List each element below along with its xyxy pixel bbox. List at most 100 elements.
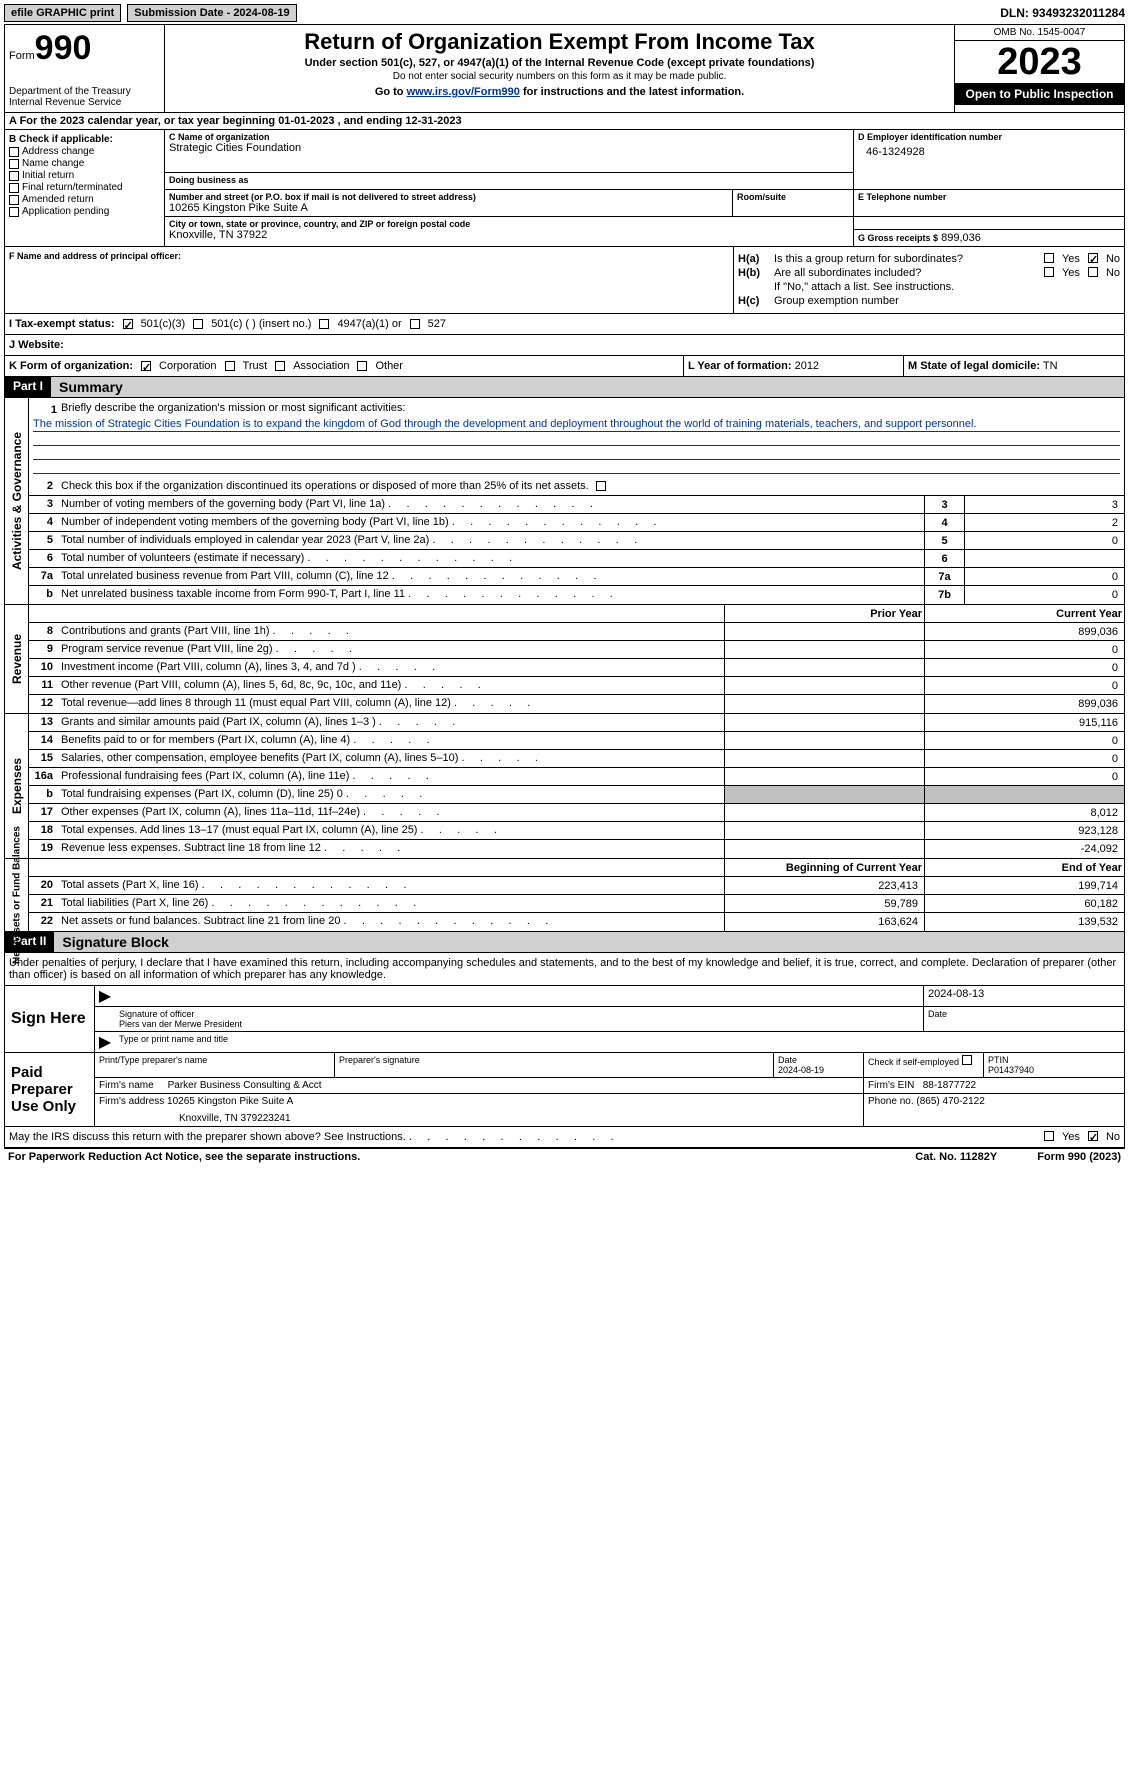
page-footer: For Paperwork Reduction Act Notice, see … bbox=[4, 1148, 1125, 1165]
curr-10: 0 bbox=[924, 659, 1124, 676]
hb-text: Are all subordinates included? bbox=[774, 267, 921, 279]
curr-22: 139,532 bbox=[924, 913, 1124, 931]
check-initial-return[interactable] bbox=[9, 171, 19, 181]
line-16a: Professional fundraising fees (Part IX, … bbox=[57, 768, 724, 785]
curr-15: 0 bbox=[924, 750, 1124, 767]
state-domicile: TN bbox=[1043, 360, 1058, 372]
check-527[interactable] bbox=[410, 319, 420, 329]
gross-receipts: 899,036 bbox=[941, 232, 981, 244]
check-name-change[interactable] bbox=[9, 159, 19, 169]
check-assoc[interactable] bbox=[275, 361, 285, 371]
firm-city: Knoxville, TN 379223241 bbox=[99, 1107, 859, 1124]
efile-button[interactable]: efile GRAPHIC print bbox=[4, 4, 121, 22]
prior-14 bbox=[724, 732, 924, 749]
check-final-return[interactable] bbox=[9, 183, 19, 193]
curr-13: 915,116 bbox=[924, 714, 1124, 731]
prior-17 bbox=[724, 804, 924, 821]
check-501c3[interactable] bbox=[123, 319, 133, 329]
val-6 bbox=[964, 550, 1124, 567]
begin-year-hdr: Beginning of Current Year bbox=[724, 859, 924, 876]
part2-title: Signature Block bbox=[54, 932, 177, 952]
k-label: K Form of organization: bbox=[9, 360, 133, 372]
line-12: Total revenue—add lines 8 through 11 (mu… bbox=[57, 695, 724, 713]
m-label: M State of legal domicile: bbox=[908, 360, 1040, 372]
line-21: Total liabilities (Part X, line 26) bbox=[57, 895, 724, 912]
l-label: L Year of formation: bbox=[688, 360, 792, 372]
signature-block: Under penalties of perjury, I declare th… bbox=[4, 953, 1125, 1148]
prior-8 bbox=[724, 623, 924, 640]
declaration: Under penalties of perjury, I declare th… bbox=[5, 953, 1124, 985]
box-b: 7b bbox=[924, 586, 964, 604]
footer-left: For Paperwork Reduction Act Notice, see … bbox=[8, 1151, 360, 1163]
hc-text: Group exemption number bbox=[774, 295, 899, 307]
prior-b bbox=[724, 786, 924, 803]
check-amended[interactable] bbox=[9, 195, 19, 205]
hb-no[interactable] bbox=[1088, 267, 1098, 277]
form-header: Form990 Department of the Treasury Inter… bbox=[4, 24, 1125, 113]
ha-no[interactable] bbox=[1088, 253, 1098, 263]
part1-title: Summary bbox=[51, 377, 131, 397]
discuss-no[interactable] bbox=[1088, 1131, 1098, 1141]
officer-name: Piers van der Merwe President bbox=[119, 1019, 919, 1029]
hb-yes[interactable] bbox=[1044, 267, 1054, 277]
check-501c[interactable] bbox=[193, 319, 203, 329]
box-7a: 7a bbox=[924, 568, 964, 585]
val-7a: 0 bbox=[964, 568, 1124, 585]
check-trust[interactable] bbox=[225, 361, 235, 371]
check-address-change[interactable] bbox=[9, 147, 19, 157]
line-15: Salaries, other compensation, employee b… bbox=[57, 750, 724, 767]
check-discontinued[interactable] bbox=[596, 481, 606, 491]
submission-date: Submission Date - 2024-08-19 bbox=[127, 4, 296, 22]
val-3: 3 bbox=[964, 496, 1124, 513]
prior-11 bbox=[724, 677, 924, 694]
footer-cat: Cat. No. 11282Y bbox=[915, 1151, 997, 1163]
line-22: Net assets or fund balances. Subtract li… bbox=[57, 913, 724, 931]
prior-year-hdr: Prior Year bbox=[724, 605, 924, 622]
dln: DLN: 93493232011284 bbox=[1000, 6, 1125, 20]
form-note: Do not enter social security numbers on … bbox=[169, 71, 950, 82]
curr-8: 899,036 bbox=[924, 623, 1124, 640]
line-17: Other expenses (Part IX, column (A), lin… bbox=[57, 804, 724, 821]
line-19: Revenue less expenses. Subtract line 18 … bbox=[57, 840, 724, 858]
curr-12: 899,036 bbox=[924, 695, 1124, 713]
check-4947[interactable] bbox=[319, 319, 329, 329]
prior-12 bbox=[724, 695, 924, 713]
prior-19 bbox=[724, 840, 924, 858]
end-year-hdr: End of Year bbox=[924, 859, 1124, 876]
prep-date: 2024-08-19 bbox=[778, 1065, 859, 1075]
check-other[interactable] bbox=[357, 361, 367, 371]
discuss-yes[interactable] bbox=[1044, 1131, 1054, 1141]
check-app-pending[interactable] bbox=[9, 207, 19, 217]
city-label: City or town, state or province, country… bbox=[169, 219, 849, 229]
check-corp[interactable] bbox=[141, 361, 151, 371]
line-13: Grants and similar amounts paid (Part IX… bbox=[57, 714, 724, 731]
d-label: D Employer identification number bbox=[858, 132, 1120, 142]
row-i-j: I Tax-exempt status: 501(c)(3) 501(c) ( … bbox=[4, 314, 1125, 356]
curr-9: 0 bbox=[924, 641, 1124, 658]
line-5: Total number of individuals employed in … bbox=[57, 532, 924, 549]
current-year-hdr: Current Year bbox=[924, 605, 1124, 622]
revenue-section: Revenue Prior Year Current Year 8Contrib… bbox=[4, 605, 1125, 714]
expenses-section: Expenses 13Grants and similar amounts pa… bbox=[4, 714, 1125, 859]
type-name-label: Type or print name and title bbox=[115, 1032, 1124, 1052]
prior-21: 59,789 bbox=[724, 895, 924, 912]
firm-name-label: Firm's name bbox=[99, 1080, 154, 1091]
ha-yes[interactable] bbox=[1044, 253, 1054, 263]
section-b-to-g: B Check if applicable: Address change Na… bbox=[4, 130, 1125, 247]
val-5: 0 bbox=[964, 532, 1124, 549]
org-name: Strategic Cities Foundation bbox=[169, 142, 849, 154]
f-label: F Name and address of principal officer: bbox=[9, 251, 729, 261]
curr-16a: 0 bbox=[924, 768, 1124, 785]
year-formation: 2012 bbox=[795, 360, 819, 372]
phone-label: Phone no. bbox=[868, 1096, 914, 1107]
prior-13 bbox=[724, 714, 924, 731]
paid-preparer: Paid Preparer Use Only bbox=[5, 1053, 95, 1126]
j-website: J Website: bbox=[5, 334, 1124, 355]
line-14: Benefits paid to or for members (Part IX… bbox=[57, 732, 724, 749]
ptin: P01437940 bbox=[988, 1065, 1120, 1075]
tax-year: 2023 bbox=[955, 41, 1124, 83]
irs-link[interactable]: www.irs.gov/Form990 bbox=[407, 86, 520, 98]
prior-20: 223,413 bbox=[724, 877, 924, 894]
box-6: 6 bbox=[924, 550, 964, 567]
curr-18: 923,128 bbox=[924, 822, 1124, 839]
